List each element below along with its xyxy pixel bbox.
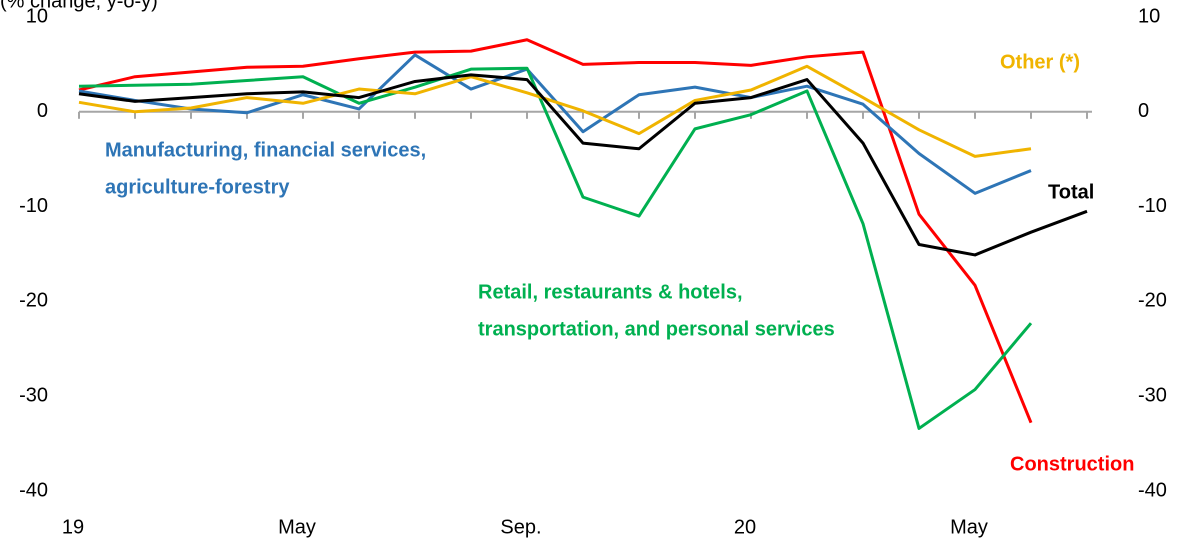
y2-tick-label: 10	[1138, 5, 1160, 27]
series-label: Other (*)	[1000, 51, 1080, 73]
x-tick-label: 19	[62, 516, 84, 538]
series-label: Construction	[1010, 453, 1134, 475]
series-line	[78, 66, 1033, 430]
series-label: Manufacturing, financial services,	[105, 139, 426, 161]
series-line	[78, 38, 1033, 424]
y2-tick-label: 0	[1138, 100, 1149, 122]
series-line	[78, 73, 1088, 257]
y2-tick-label: -20	[1138, 290, 1167, 312]
series-label: agriculture-forestry	[105, 176, 290, 198]
x-tick-label: Sep.	[500, 516, 541, 538]
x-tick-label: May	[950, 516, 988, 538]
y-tick-label: -30	[19, 384, 48, 406]
series-label: Total	[1048, 181, 1094, 203]
y-tick-label: -10	[19, 195, 48, 217]
chart-subtitle: (% change, y-o-y)	[0, 0, 158, 12]
y-tick-label: 10	[26, 5, 48, 27]
series-line	[78, 64, 1032, 158]
series-label: transportation, and personal services	[478, 318, 835, 340]
y2-tick-label: -30	[1138, 384, 1167, 406]
y-tick-label: 0	[37, 100, 48, 122]
x-tick-label: 20	[734, 516, 756, 538]
x-tick-label: May	[278, 516, 316, 538]
y2-tick-label: -10	[1138, 195, 1167, 217]
y-tick-label: -20	[19, 290, 48, 312]
series-label: Retail, restaurants & hotels,	[478, 281, 743, 303]
y-tick-label: -40	[19, 479, 48, 501]
y2-tick-label: -40	[1138, 479, 1167, 501]
